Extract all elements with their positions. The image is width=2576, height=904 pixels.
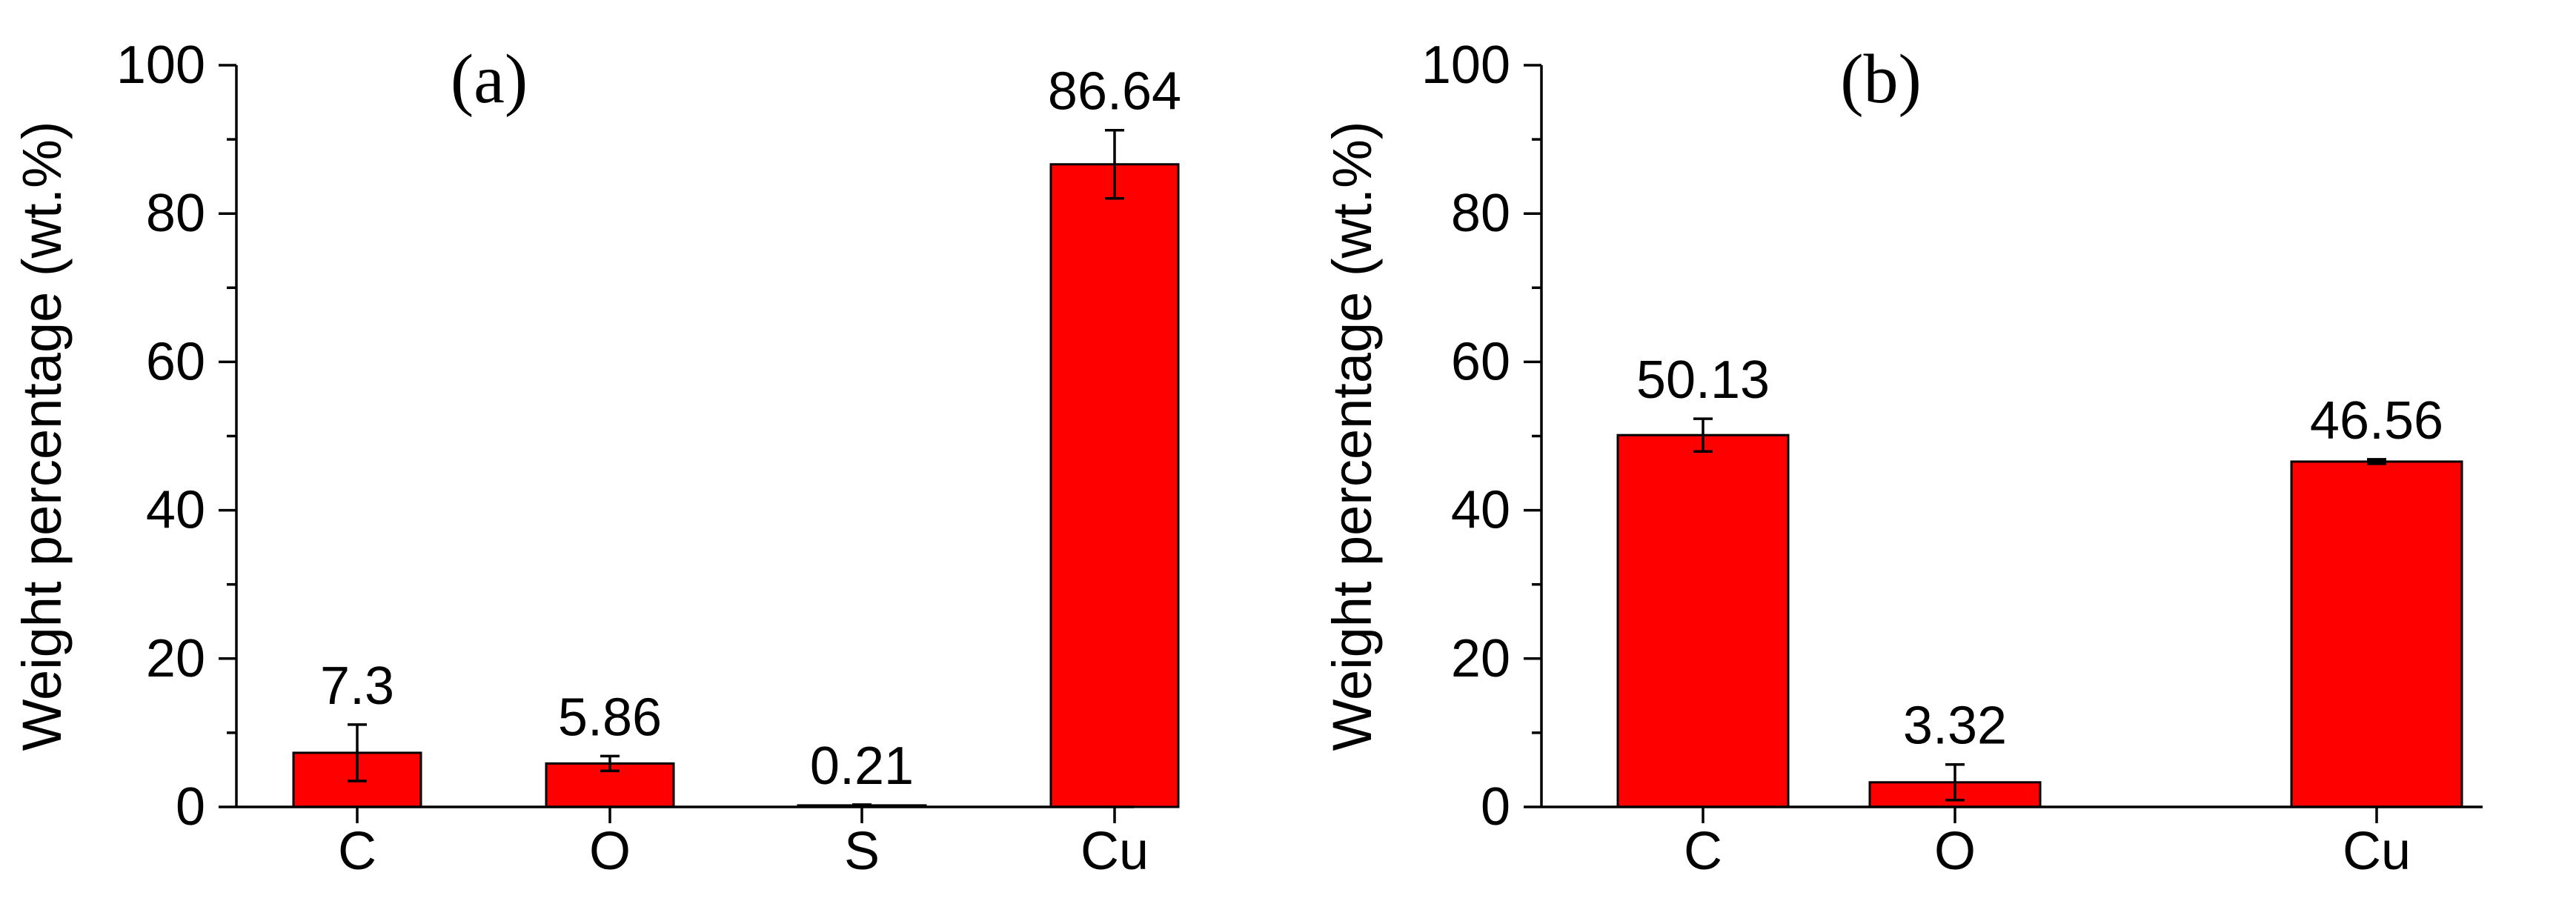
bar-c	[1616, 433, 1790, 808]
panel-b-chart: 50.13 C 3.32 O 46.56 Cu 0 20 40 60 80 100 Weight per…	[1321, 36, 2483, 881]
bar-value-label: 50.13	[1636, 350, 1770, 410]
y-tick-label: 60	[1451, 332, 1510, 391]
x-tick-label: O	[1934, 822, 1976, 881]
bar-value-label: 3.32	[1903, 697, 2007, 756]
bar-value-label: 7.3	[320, 657, 394, 716]
x-tick-label: Cu	[2343, 822, 2411, 881]
panel-label: (a)	[451, 41, 528, 118]
bar-cu	[1049, 163, 1180, 808]
y-axis-title: Weight percentage (wt.%)	[11, 121, 73, 751]
y-axis-title: Weight percentage (wt.%)	[1321, 121, 1383, 751]
x-tick-label: O	[589, 822, 631, 881]
bar-value-label: 0.21	[810, 737, 914, 796]
x-tick-label: C	[338, 822, 376, 881]
y-tick-label: 100	[1421, 36, 1510, 95]
y-tick-label: 100	[116, 36, 205, 95]
panel-label: (b)	[1840, 41, 1922, 118]
y-tick-label: 80	[1451, 184, 1510, 243]
x-tick-label: Cu	[1080, 822, 1149, 881]
y-tick-label: 80	[146, 184, 205, 243]
bar-cu	[2290, 460, 2463, 808]
y-tick-label: 0	[1481, 777, 1510, 837]
panel-a-chart: 7.3 C 5.86 O 0.21 S 86.64 Cu 0 20 40 60 80 100 Weight …	[11, 36, 1181, 881]
y-tick-label: 40	[146, 481, 205, 540]
bar-value-label: 86.64	[1048, 62, 1181, 122]
bar-value-label: 5.86	[558, 688, 662, 747]
y-tick-label: 40	[1451, 481, 1510, 540]
bar-value-label: 46.56	[2310, 391, 2443, 451]
x-tick-label: C	[1684, 822, 1722, 881]
y-tick-label: 60	[146, 332, 205, 391]
y-tick-label: 20	[146, 629, 205, 688]
x-tick-label: S	[844, 822, 880, 881]
y-tick-label: 0	[176, 777, 205, 837]
y-tick-label: 20	[1451, 629, 1510, 688]
